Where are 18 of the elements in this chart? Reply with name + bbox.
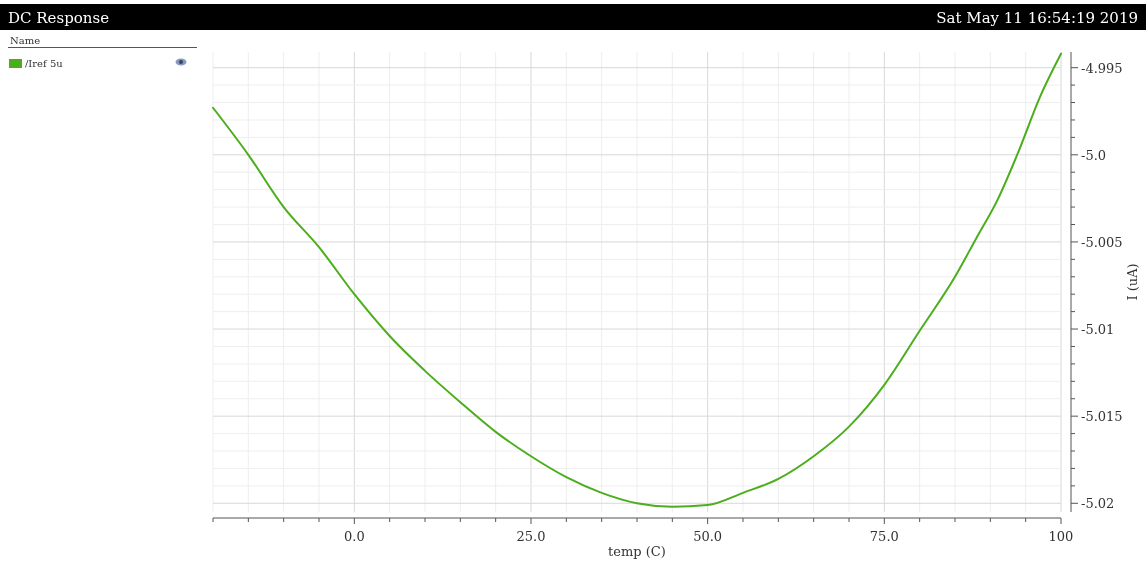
line-series <box>212 52 1062 508</box>
y-axis-title: I (uA) <box>1125 263 1140 301</box>
y-tick-label: -5.01 <box>1081 322 1115 338</box>
chart-subtitle: Sat May 11 16:54:19 2019 <box>936 9 1138 27</box>
y-tick-label: -5.02 <box>1081 496 1115 512</box>
x-tick-label: 50.0 <box>693 529 723 544</box>
y-tick-label: -5.015 <box>1081 409 1123 425</box>
x-tick-label: 0.0 <box>343 529 365 544</box>
x-tick-label: 100 <box>1048 529 1074 544</box>
x-tick-label: 25.0 <box>516 529 546 544</box>
x-tick-label: 75.0 <box>869 529 899 544</box>
y-tick-label: -5.0 <box>1081 147 1107 163</box>
x-axis-title: temp (C) <box>608 544 666 559</box>
y-tick-label: -4.995 <box>1081 60 1123 76</box>
text: DC Response <box>8 9 110 27</box>
legend-title: Name <box>10 35 41 46</box>
y-tick-label: -5.005 <box>1081 234 1123 250</box>
legend-label: /Iref 5u <box>25 58 64 69</box>
